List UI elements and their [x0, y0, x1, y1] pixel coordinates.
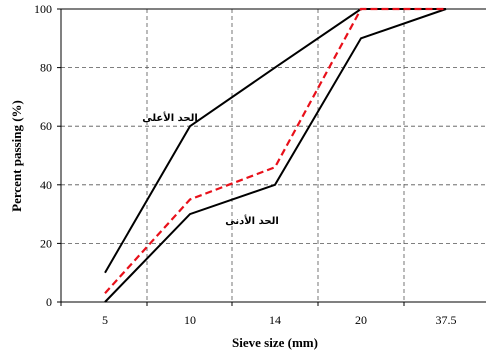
y-tick-label: 0 — [46, 295, 52, 309]
plot-area-frame — [60, 8, 486, 303]
x-tick-label: 5 — [102, 313, 108, 327]
y-tick-label: 100 — [34, 2, 52, 16]
lower-limit-line — [104, 8, 447, 303]
x-axis-title: Sieve size (mm) — [232, 335, 318, 350]
x-tick-labels: 5 10 14 20 37.5 — [102, 313, 457, 327]
x-tick-label: 14 — [269, 313, 281, 327]
upper-limit-annotation: الحد الأعلى — [142, 111, 198, 124]
y-tick-label: 20 — [40, 236, 52, 250]
x-tick-label: 37.5 — [436, 313, 457, 327]
y-tick-label: 60 — [40, 119, 52, 133]
series-layer — [104, 7, 447, 303]
y-tick-label: 40 — [40, 178, 52, 192]
y-tick-labels: 0 20 40 60 80 100 — [34, 2, 52, 309]
x-tick-label: 10 — [184, 313, 196, 327]
mix-gradation-line — [104, 7, 446, 294]
grid-lines — [61, 9, 486, 302]
y-tick-label: 80 — [40, 61, 52, 75]
upper-limit-line — [104, 8, 446, 274]
x-tick-label: 20 — [355, 313, 367, 327]
axis-ticks — [57, 8, 405, 306]
lower-limit-annotation: الحد الأدنى — [225, 214, 279, 227]
y-axis-title: Percent passing (%) — [9, 100, 24, 212]
